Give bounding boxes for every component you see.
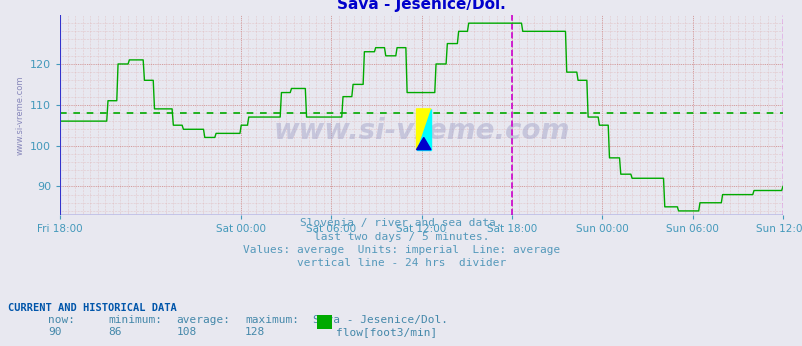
Text: vertical line - 24 hrs  divider: vertical line - 24 hrs divider (297, 258, 505, 268)
Polygon shape (416, 137, 431, 150)
Text: 128: 128 (245, 327, 265, 337)
Text: www.si-vreme.com: www.si-vreme.com (16, 75, 25, 155)
Text: 108: 108 (176, 327, 196, 337)
Text: 86: 86 (108, 327, 122, 337)
Text: flow[foot3/min]: flow[foot3/min] (335, 327, 436, 337)
Text: Slovenia / river and sea data.: Slovenia / river and sea data. (300, 218, 502, 228)
Text: now:: now: (48, 315, 75, 325)
Text: Values: average  Units: imperial  Line: average: Values: average Units: imperial Line: av… (242, 245, 560, 255)
Text: average:: average: (176, 315, 230, 325)
Text: CURRENT AND HISTORICAL DATA: CURRENT AND HISTORICAL DATA (8, 303, 176, 313)
Text: maximum:: maximum: (245, 315, 298, 325)
Text: www.si-vreme.com: www.si-vreme.com (273, 117, 569, 145)
Title: Sava - Jesenice/Dol.: Sava - Jesenice/Dol. (337, 0, 505, 12)
Text: minimum:: minimum: (108, 315, 162, 325)
Polygon shape (416, 109, 431, 150)
Text: last two days / 5 minutes.: last two days / 5 minutes. (314, 231, 488, 242)
Text: Sava - Jesenice/Dol.: Sava - Jesenice/Dol. (313, 315, 448, 325)
Polygon shape (416, 109, 431, 150)
Text: 90: 90 (48, 327, 62, 337)
